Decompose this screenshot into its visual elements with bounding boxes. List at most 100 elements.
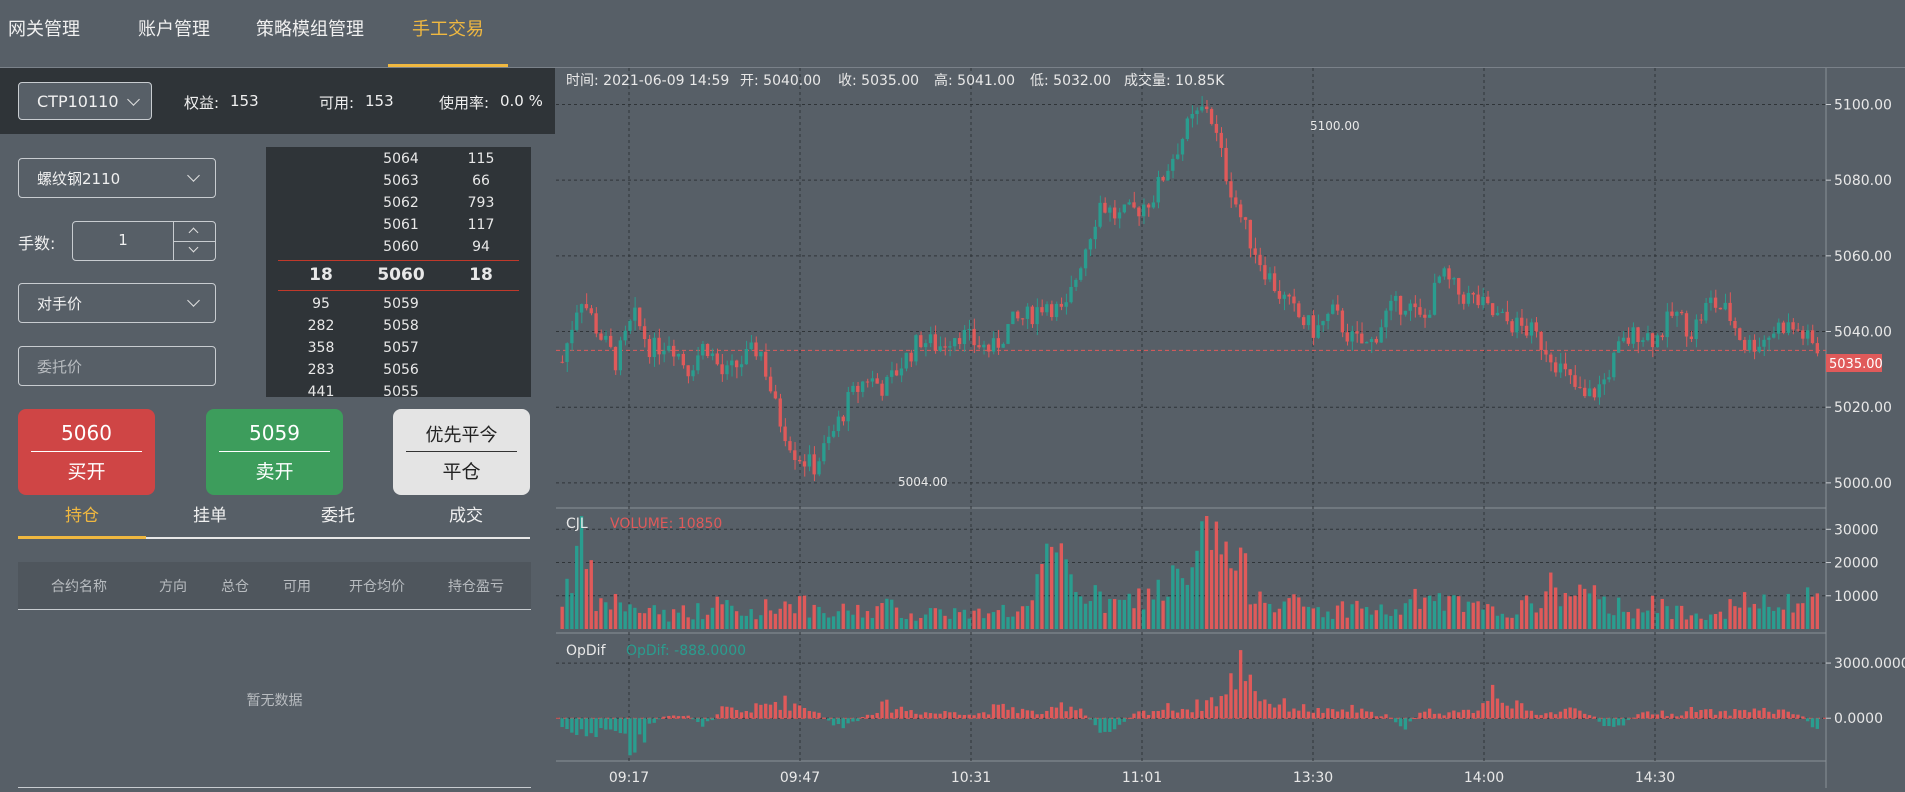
last-bid-volume: 18 [309,265,333,285]
volume-bar [1224,541,1228,629]
candle-body [594,313,598,334]
kline-chart[interactable]: 5100.00 5080.00 5060.00 5040.00 5020.00 5000.… [556,68,1905,788]
candle-body [1592,388,1597,398]
buy-open-button[interactable]: 5060 买开 [18,409,155,495]
candle-body [1398,295,1403,315]
opdif-bar [1282,698,1286,719]
opdif-bar [812,711,816,719]
candle-body [749,342,753,350]
sell-label: 卖开 [255,461,294,483]
candle-body [1122,204,1126,213]
sell-open-button[interactable]: 5059 卖开 [206,409,343,495]
candle-body [1767,337,1771,340]
opdif-bar [1064,711,1068,719]
candle-body [851,385,855,393]
stepper-divider [174,241,216,242]
volume-bar [604,602,608,629]
increment-icon[interactable] [188,227,199,238]
opdif-bar [589,718,593,734]
candle-body [1713,297,1718,308]
opdif-bar [1408,718,1412,722]
candle-body [807,454,811,467]
opdif-bar [778,709,782,719]
chevron-down-icon [187,294,200,307]
candle-body [1001,343,1005,348]
close-position-button[interactable]: 优先平今 平仓 [393,409,530,495]
volume-bar [1306,606,1311,629]
candle-body [836,416,841,432]
info-volume: 成交量: 10.85K [1124,72,1225,89]
account-select[interactable]: CTP10110 [18,82,152,120]
volume-bar [1321,617,1325,629]
volume-bar [1476,601,1480,629]
opdif-bar [1030,710,1034,719]
chart-canvas[interactable]: 5100.00 5080.00 5060.00 5040.00 5020.00 5000.… [556,68,1905,788]
candle-body [1069,286,1073,303]
time-tick-label: 10:31 [951,770,991,786]
volume-bar [1146,588,1151,629]
candle-body [584,304,589,309]
tab-trades[interactable]: 成交 [402,501,530,537]
decrement-icon[interactable] [188,242,199,253]
candle-body [1156,176,1160,203]
candle-body [1253,248,1257,255]
nav-account[interactable]: 账户管理 [124,0,224,67]
volume-bar [1568,596,1572,629]
opdif-bar [1801,716,1805,719]
volume-bar [1578,584,1582,629]
volume-bar [1185,584,1189,629]
opdif-bar [1636,714,1640,719]
volume-bar [754,619,758,629]
volume-bar [1394,609,1398,629]
volume-bar [1427,595,1432,629]
last-ask-volume: 18 [469,265,493,285]
price-type-select[interactable]: 对手价 [18,283,216,323]
opdif-bar [1224,694,1228,719]
volume-bar [1049,546,1054,629]
tab-pending[interactable]: 挂单 [146,501,274,537]
contract-select[interactable]: 螺纹钢2110 [18,158,216,198]
nav-strategy[interactable]: 策略模组管理 [254,0,366,67]
candle-body [1335,304,1340,311]
volume-bar [1161,600,1165,629]
candle-body [1064,302,1068,307]
candle-body [1689,336,1693,339]
opdif-bar [623,718,627,734]
candle-body [1263,265,1267,280]
volume-bar [1520,600,1524,629]
volume-bar [1403,603,1408,629]
candle-body [1200,106,1204,111]
candle-body [638,307,642,327]
opdif-bar [1248,674,1252,719]
tab-orders[interactable]: 委托 [274,501,402,537]
candle-body [1292,296,1296,304]
current-price-label: 5035.00 [1829,357,1883,372]
opdif-bar [1490,684,1495,719]
opdif-bar [1805,718,1810,722]
candle-body [1083,249,1088,269]
volume-bar [1752,603,1756,629]
candle-body [1234,197,1238,205]
tab-positions[interactable]: 持仓 [18,501,146,539]
nav-gateway[interactable]: 网关管理 [0,0,88,67]
candle-body [1558,363,1563,373]
nav-manual-trade[interactable]: 手工交易 [388,0,508,67]
candle-body [1224,147,1228,182]
volume-bar [957,612,962,629]
opdif-bar [1301,704,1306,719]
volume-bar [1268,603,1272,629]
price-input[interactable]: 委托价 [18,346,216,386]
volume-bar [880,603,884,629]
volume-bar [1156,579,1160,629]
volume-bar [1631,618,1635,629]
candle-body [919,335,923,348]
quantity-stepper[interactable]: 1 [72,221,216,261]
time-tick-label: 09:17 [609,770,649,786]
volume-bar [919,617,923,629]
opdif-bar [1704,709,1708,719]
order-book: 5064 115 5063 66 5062 793 5061 117 5060 94 18… [266,147,531,400]
opdif-bar [565,718,569,730]
volume-bar [1088,601,1093,629]
opdif-bar [1786,711,1790,719]
ask-price: 5062 [383,195,419,211]
